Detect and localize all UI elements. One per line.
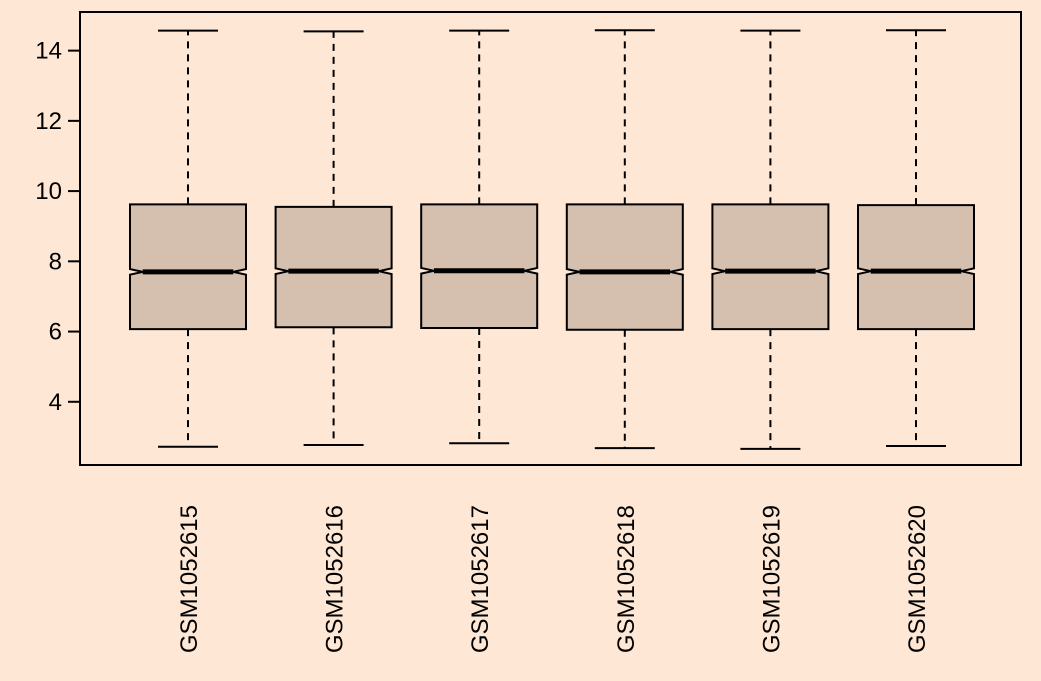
x-category-label: GSM1052618 [613,505,640,653]
box-body [129,203,247,331]
x-category-label: GSM1052619 [758,505,785,653]
x-category-label: GSM1052616 [322,505,349,653]
y-axis: 4 6 8 10 12 14 [35,38,81,416]
y-tick-label: 6 [49,319,62,346]
box-body [565,203,684,331]
y-tick-label: 8 [49,248,62,275]
y-tick-label: 14 [35,38,62,65]
x-category-label: GSM1052615 [176,505,203,653]
box-GSM1052618 [565,29,684,450]
box-GSM1052617 [420,29,539,445]
x-category-label: GSM1052620 [904,505,931,653]
x-axis-labels: GSM1052615 GSM1052616 GSM1052617 GSM1052618… [176,505,931,653]
box-GSM1052619 [711,29,830,450]
y-tick-label: 4 [49,389,62,416]
box-body [711,203,830,331]
box-GSM1052616 [274,30,393,446]
box-body [274,205,393,329]
box-body [857,204,975,331]
box-body [420,203,539,329]
x-category-label: GSM1052617 [467,505,494,653]
y-tick-label: 12 [35,108,62,135]
box-GSM1052615 [129,29,247,448]
y-tick-label: 10 [35,178,62,205]
box-GSM1052620 [857,29,975,448]
boxes [129,29,975,450]
